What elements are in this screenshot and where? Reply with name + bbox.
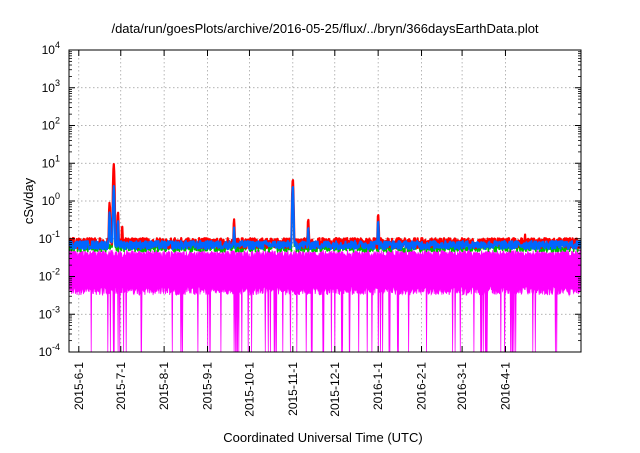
x-tick-label: 2015-9-1 [200,362,214,410]
series-blue [69,185,581,251]
x-tick-label: 2016-2-1 [415,362,429,410]
y-axis-label: cSv/day [21,177,36,224]
x-tick-label: 2015-10-1 [242,362,256,417]
x-axis-label: Coordinated Universal Time (UTC) [223,430,422,445]
series-magenta [69,248,581,352]
data-series [69,163,581,352]
x-tick-label: 2016-3-1 [455,362,469,410]
chart-title: /data/run/goesPlots/archive/2016-05-25/f… [111,21,538,36]
x-tick-label: 2015-8-1 [157,362,171,410]
x-tick-label: 2015-12-1 [328,362,342,417]
x-tick-label: 2016-4-1 [498,362,512,410]
x-tick-label: 2015-11-1 [286,362,300,416]
x-tick-label: 2016-1-1 [371,362,385,410]
x-tick-label: 2015-6-1 [72,362,86,410]
x-tick-label: 2015-7-1 [114,362,128,410]
